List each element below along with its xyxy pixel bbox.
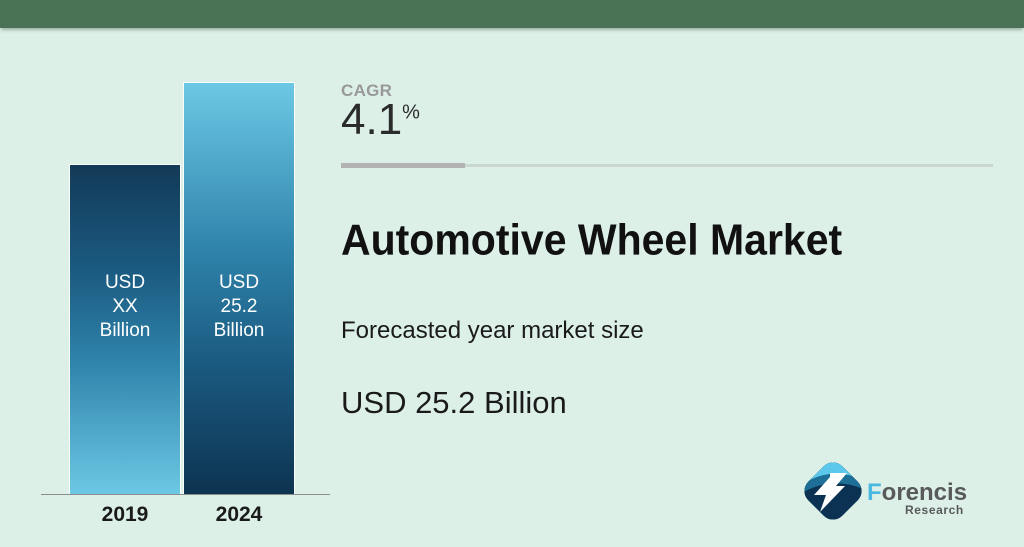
svg-text:Forencis: Forencis xyxy=(867,479,967,506)
svg-text:Research: Research xyxy=(905,503,964,517)
